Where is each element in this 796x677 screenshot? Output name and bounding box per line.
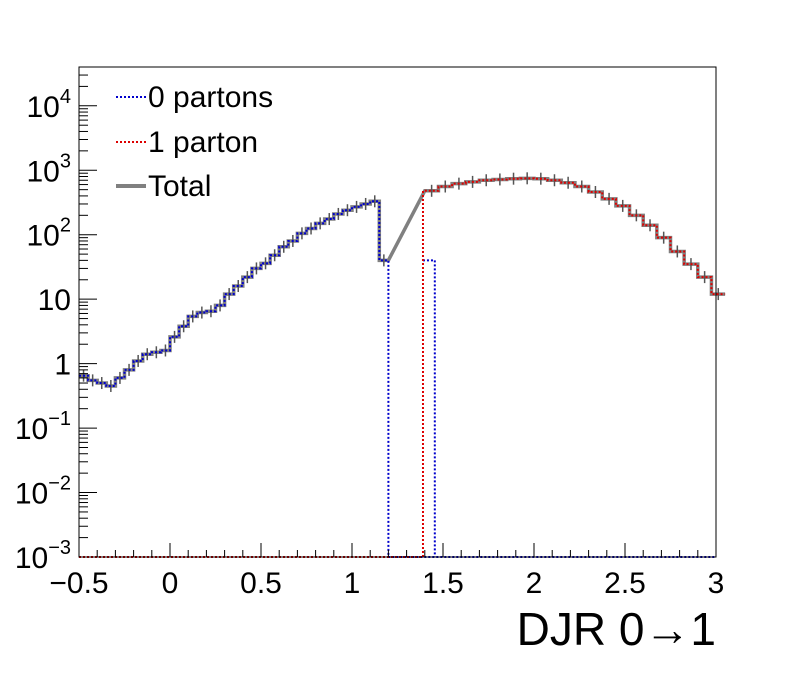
series-layer (79, 172, 726, 558)
y-tick-label: 1 (54, 349, 71, 382)
y-tick-label: 10 (38, 284, 71, 317)
legend: 0 partons 1 parton Total (116, 81, 273, 203)
x-tick-label: 0.5 (240, 567, 282, 600)
x-tick-label: −0.5 (49, 567, 108, 600)
x-tick-label: 1.5 (422, 567, 464, 600)
plot-frame (78, 66, 717, 558)
x-axis-label: DJR 0→1 (517, 603, 716, 655)
legend-label-2: Total (148, 170, 211, 203)
y-tick-label: 102 (27, 215, 72, 253)
x-tick-label: 2.5 (604, 567, 646, 600)
y-tick-label: 104 (27, 86, 72, 124)
x-tick-label: 1 (344, 567, 361, 600)
y-tick-label: 10−2 (15, 473, 71, 511)
x-tick-label: 2 (526, 567, 543, 600)
legend-label-0: 0 partons (148, 81, 273, 114)
y-tick-label: 103 (27, 150, 72, 188)
axis-layer: −0.5 0 0.5 1 1.5 2 2.5 310410310210110−110−210−… (15, 74, 725, 600)
x-tick-label: 3 (708, 567, 725, 600)
y-tick-label: 10−3 (15, 537, 71, 575)
x-tick-label: 0 (162, 567, 179, 600)
series-1-parton-line (79, 177, 726, 558)
y-tick-label: 10−1 (15, 408, 71, 446)
legend-label-1: 1 parton (148, 126, 258, 159)
